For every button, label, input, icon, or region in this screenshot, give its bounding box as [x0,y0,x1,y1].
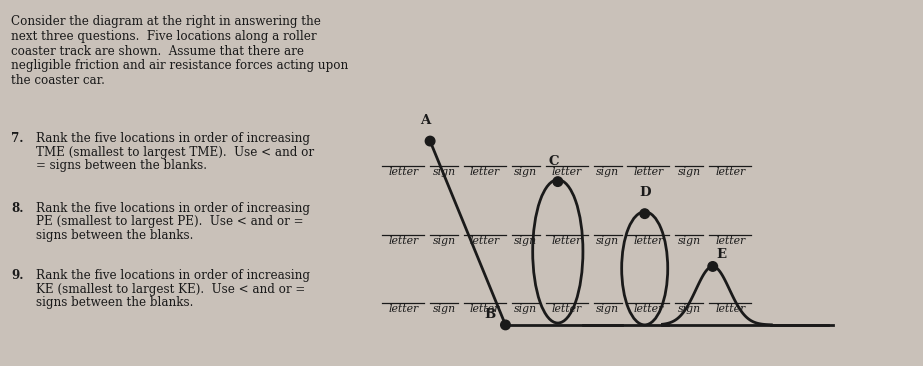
Text: KE (smallest to largest KE).  Use < and or =: KE (smallest to largest KE). Use < and o… [36,283,306,296]
Text: letter: letter [633,236,664,246]
Text: coaster track are shown.  Assume that there are: coaster track are shown. Assume that the… [11,45,305,58]
Text: negligible friction and air resistance forces acting upon: negligible friction and air resistance f… [11,59,349,72]
Text: letter: letter [470,167,500,177]
Text: Consider the diagram at the right in answering the: Consider the diagram at the right in ans… [11,15,321,28]
Text: 7.: 7. [11,132,24,145]
Text: Rank the five locations in order of increasing: Rank the five locations in order of incr… [36,202,310,215]
Text: letter: letter [552,167,581,177]
Text: signs between the blanks.: signs between the blanks. [36,296,194,309]
Text: letter: letter [552,236,581,246]
Circle shape [500,320,510,330]
Text: Rank the five locations in order of increasing: Rank the five locations in order of incr… [36,132,310,145]
Circle shape [426,136,435,146]
Text: the coaster car.: the coaster car. [11,74,105,87]
Text: A: A [420,115,430,127]
Text: TME (smallest to largest TME).  Use < and or: TME (smallest to largest TME). Use < and… [36,146,315,159]
Circle shape [553,177,563,186]
Text: C: C [548,155,559,168]
Circle shape [708,262,717,271]
Text: sign: sign [514,236,537,246]
Text: letter: letter [633,304,664,314]
Text: Rank the five locations in order of increasing: Rank the five locations in order of incr… [36,269,310,282]
Text: sign: sign [433,236,456,246]
Text: letter: letter [388,167,418,177]
Text: letter: letter [470,236,500,246]
Text: letter: letter [388,236,418,246]
Text: letter: letter [715,304,745,314]
Text: letter: letter [470,304,500,314]
Text: sign: sign [677,304,701,314]
Text: sign: sign [677,236,701,246]
Text: E: E [717,248,726,261]
Text: B: B [484,308,495,321]
Text: sign: sign [433,167,456,177]
Text: D: D [639,186,651,199]
Text: letter: letter [633,167,664,177]
Circle shape [640,209,650,219]
Text: sign: sign [596,304,619,314]
Text: sign: sign [433,304,456,314]
Text: sign: sign [596,167,619,177]
Text: PE (smallest to largest PE).  Use < and or =: PE (smallest to largest PE). Use < and o… [36,215,304,228]
Text: sign: sign [677,167,701,177]
Text: = signs between the blanks.: = signs between the blanks. [36,159,208,172]
Text: signs between the blanks.: signs between the blanks. [36,229,194,242]
Text: letter: letter [388,304,418,314]
Text: letter: letter [715,236,745,246]
Text: next three questions.  Five locations along a roller: next three questions. Five locations alo… [11,30,317,43]
Text: sign: sign [596,236,619,246]
Text: letter: letter [715,167,745,177]
Text: letter: letter [552,304,581,314]
Text: sign: sign [514,304,537,314]
Text: sign: sign [514,167,537,177]
Text: 8.: 8. [11,202,24,215]
Text: 9.: 9. [11,269,24,282]
